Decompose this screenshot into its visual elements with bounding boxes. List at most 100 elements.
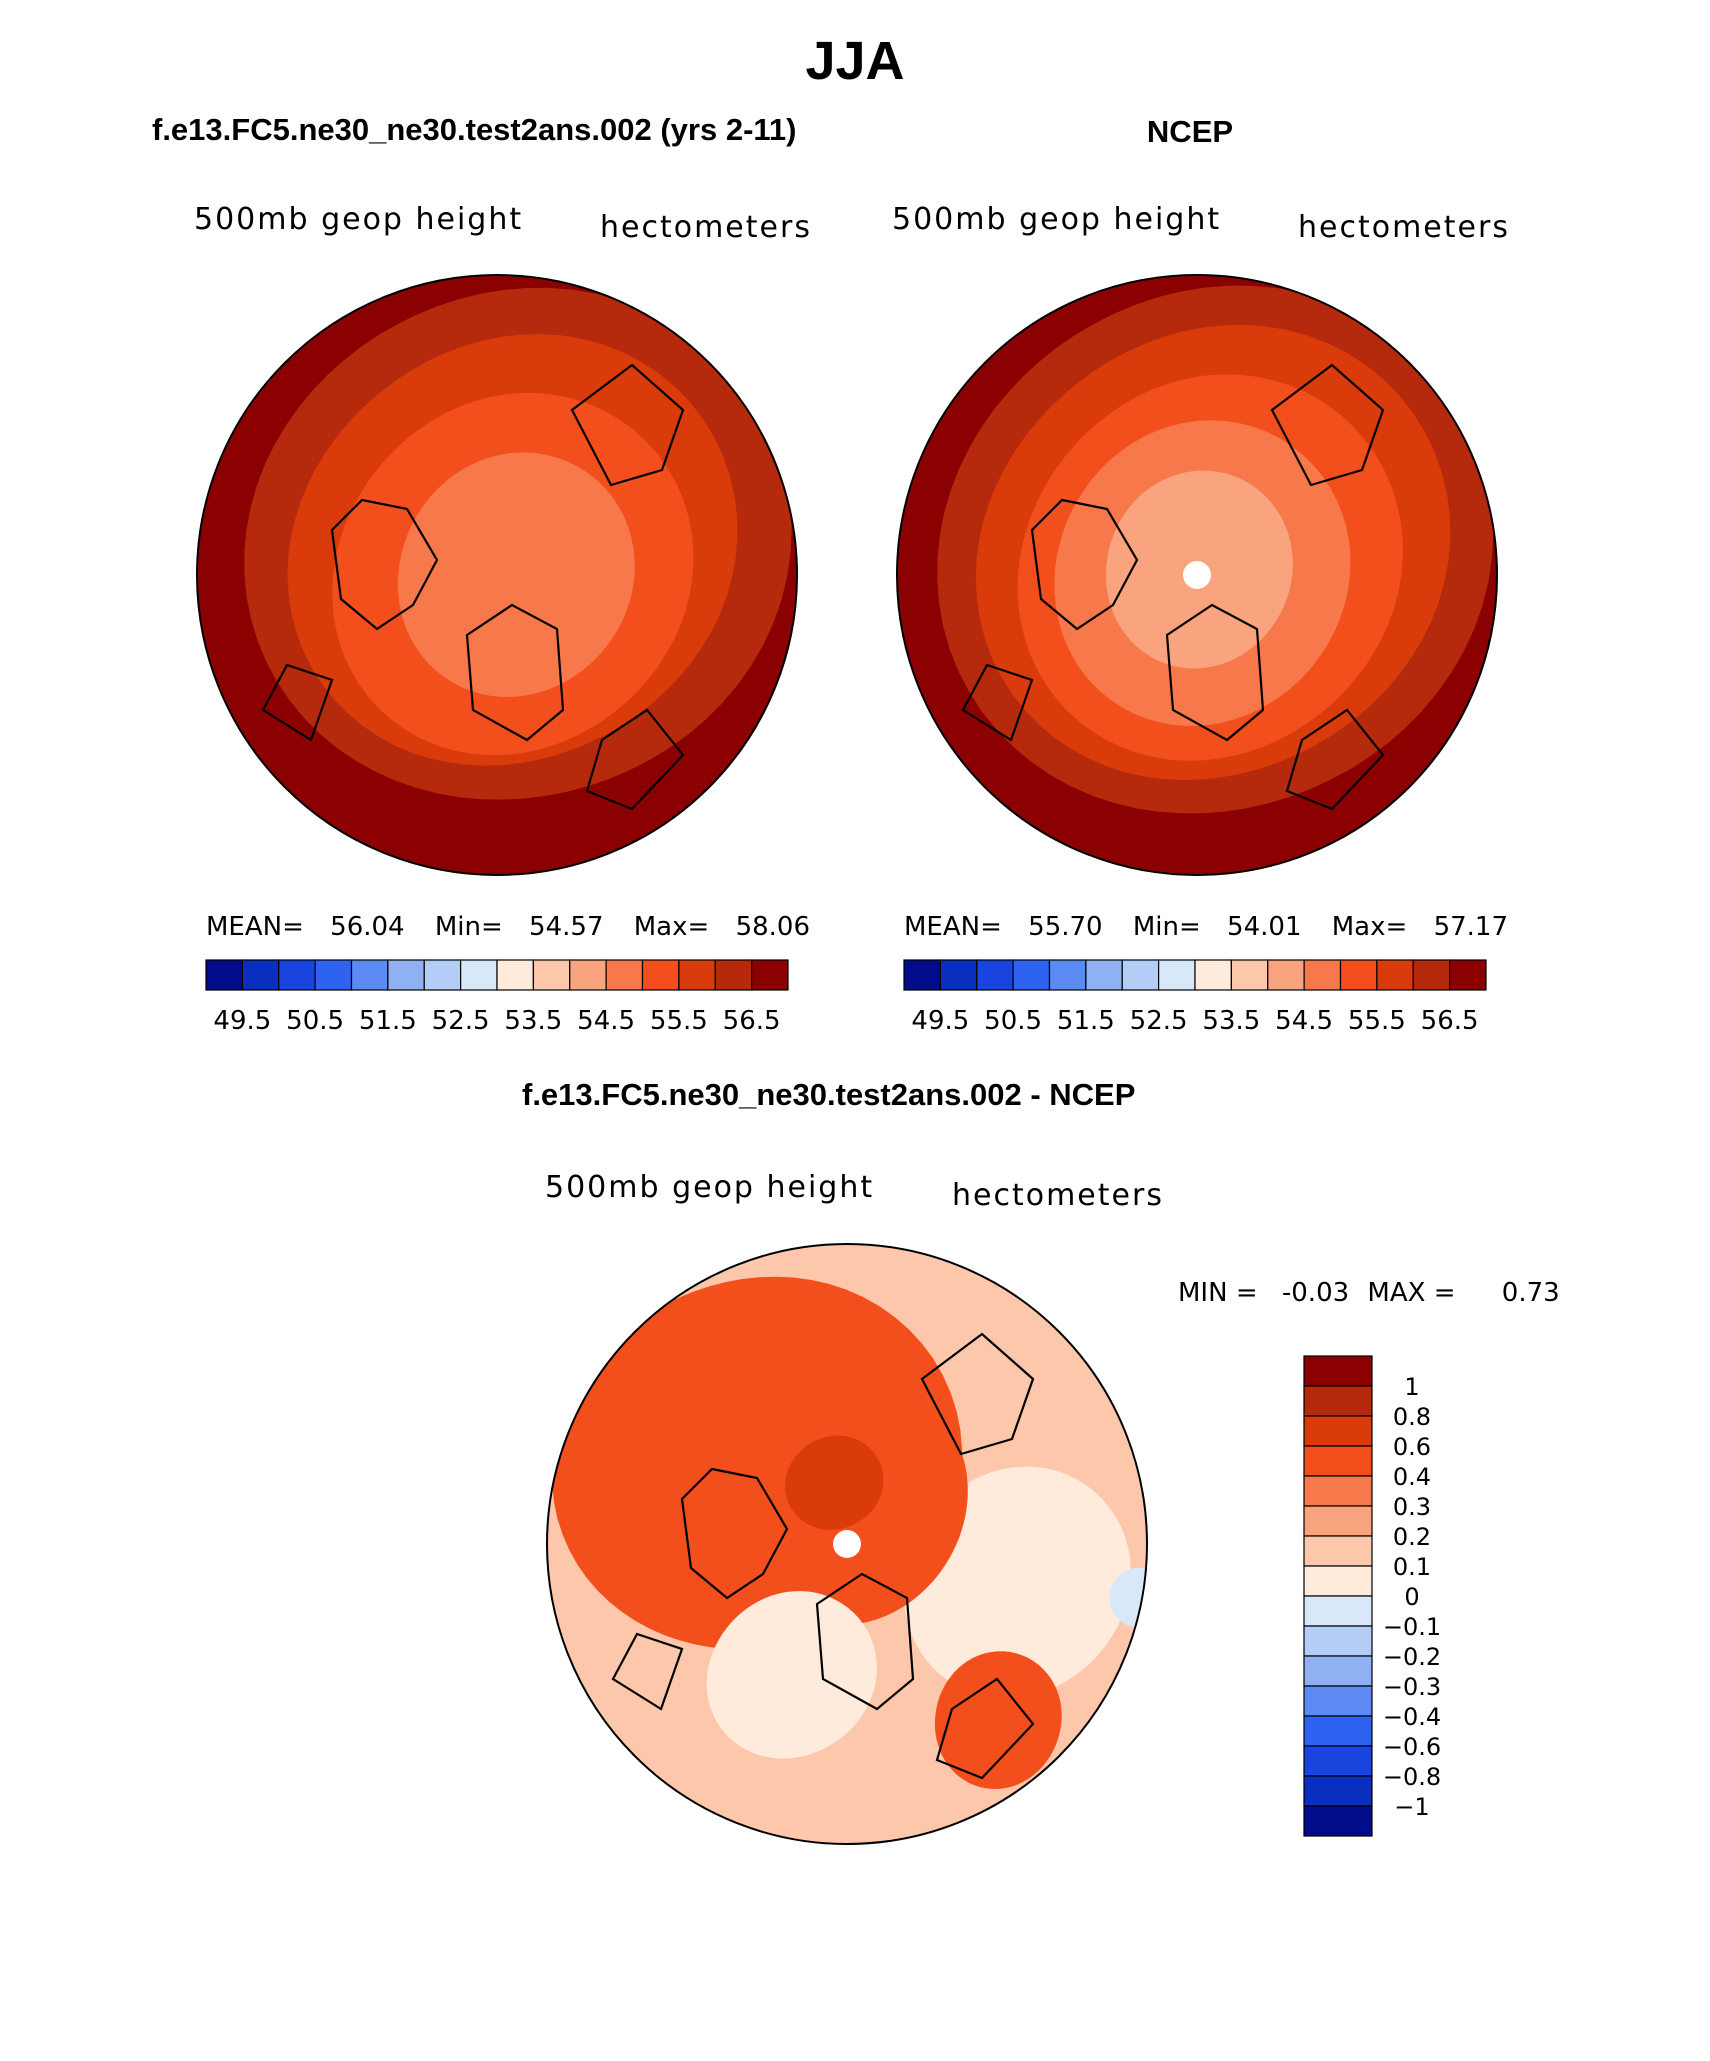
map-border [896,274,1498,876]
model-mean-label: MEAN= [206,912,304,942]
colorbar-swatch [1412,959,1451,991]
coastline [1285,708,1385,811]
coastline [1270,363,1385,487]
coastline [570,363,685,487]
colorbar-swatch [1303,1625,1373,1657]
coastline [1165,603,1265,742]
pole-hole [833,1530,861,1558]
obs-units-label: hectometers [1298,210,1510,245]
colorbar-swatch [314,959,353,991]
coastline [330,498,439,631]
colorbar-swatch [605,959,644,991]
colorbar-tick-label: 50.5 [286,1006,344,1036]
colorbar-tick-label: 53.5 [1202,1006,1260,1036]
colorbar-tick-label: 0.4 [1393,1463,1431,1491]
colorbar-tick-label: 0.2 [1393,1523,1431,1551]
colorbar-tick-label: 49.5 [213,1006,271,1036]
obs-field-label: 500mb geop height [892,202,1222,237]
map-obs [896,274,1498,876]
diff-field-label: 500mb geop height [545,1170,875,1205]
colorbar-swatch [976,959,1014,991]
colorbar-swatch [532,959,571,991]
colorbar-tick-label: 51.5 [359,1006,417,1036]
colorbar-swatch [1303,1565,1373,1597]
pole-hole [1183,561,1211,589]
colorbar-tick-label: −0.2 [1383,1643,1441,1671]
model-mean-value: 56.04 [330,912,405,942]
colorbar-tick-label: 52.5 [1130,1006,1188,1036]
colorbar-tick-label: 1 [1404,1373,1419,1401]
colorbar-swatch [1303,1475,1373,1507]
colorbar-tick-label: −0.8 [1383,1763,1441,1791]
colorbar-swatch [278,959,316,991]
map-border [546,1243,1148,1845]
coastline [465,603,565,742]
map-model [196,274,798,876]
colorbar-tick-label: 0.6 [1393,1433,1431,1461]
colorbar-swatch [1303,1595,1373,1627]
colorbar-swatch [939,959,978,991]
colorbar-tick-label: 0.1 [1393,1553,1431,1581]
obs-max-value: 57.17 [1433,912,1508,942]
colorbar-tick-label: 0.8 [1393,1403,1431,1431]
colorbar-swatch [1303,1355,1373,1387]
diff-stats: MIN = -0.03 MAX = 0.73 [1178,1278,1560,1308]
diff-max-label: MAX = [1367,1278,1456,1308]
model-max-label: Max= [633,912,710,942]
colorbar-swatch [1303,1505,1373,1537]
diff-min-value: -0.03 [1281,1278,1350,1308]
map-diff [546,1243,1148,1845]
obs-min-value: 54.01 [1227,912,1302,942]
colorbar-swatch [751,959,789,991]
coastline [611,1632,684,1711]
coastline [961,663,1034,742]
colorbar-tick-label: 56.5 [1421,1006,1479,1036]
contour-band [397,452,635,697]
colorbar-swatch [678,959,716,991]
model-min-label: Min= [434,912,503,942]
colorbar-swatch [1303,1805,1373,1837]
colorbar-swatch [1303,1415,1373,1447]
colorbar-swatch [1048,959,1087,991]
obs-colorbar: 49.5 50.5 51.5 52.5 53.5 54.5 55.5 56.5 [903,959,1487,1036]
colorbar-swatch [1303,1685,1373,1717]
obs-mean-label: MEAN= [904,912,1002,942]
colorbar-swatch [205,959,243,991]
colorbar-swatch [1303,1535,1373,1567]
coastline [261,663,334,742]
colorbar-swatch [1085,959,1123,991]
colorbar-swatch [1230,959,1269,991]
colorbar-swatch [569,959,607,991]
contour-band [706,1591,877,1759]
colorbar-tick-label: −1 [1394,1793,1429,1821]
coastline [1030,498,1139,631]
page-title: JJA [805,31,905,91]
colorbar-tick-label: 55.5 [1348,1006,1406,1036]
contour-band [785,1435,884,1530]
colorbar-tick-label: 50.5 [984,1006,1042,1036]
colorbar-swatch [1303,1655,1373,1687]
coastline [680,1467,789,1600]
colorbar-swatch [1121,959,1160,991]
coastline [585,708,685,811]
coastline [920,1332,1035,1456]
model-field-label: 500mb geop height [194,202,524,237]
colorbar-swatch [1303,1745,1373,1777]
colorbar-tick-label: −0.4 [1383,1703,1441,1731]
colorbar-tick-label: 52.5 [432,1006,490,1036]
colorbar-swatch [641,959,680,991]
colorbar-swatch [1449,959,1487,991]
coastline [815,1572,915,1711]
colorbar-swatch [1339,959,1378,991]
obs-min-label: Min= [1132,912,1201,942]
colorbar-tick-label: −0.6 [1383,1733,1441,1761]
colorbar-swatch [496,959,534,991]
colorbar-tick-label: −0.1 [1383,1613,1441,1641]
contour-band [934,1651,1062,1789]
model-stats: MEAN= 56.04 Min= 54.57 Max= 58.06 [206,912,810,942]
obs-panel-title: NCEP [1146,114,1234,149]
colorbar-swatch [1194,959,1232,991]
colorbar-swatch [387,959,425,991]
colorbar-swatch [1303,1445,1373,1477]
